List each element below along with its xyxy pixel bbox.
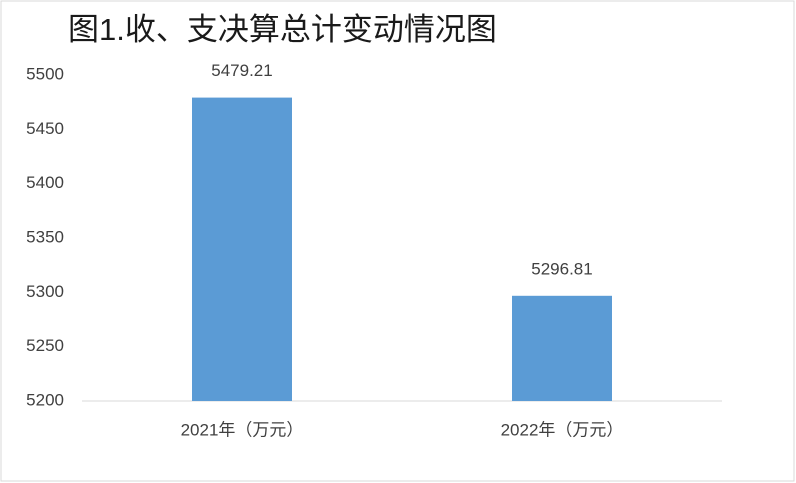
bar xyxy=(512,295,612,401)
chart-title: 图1.收、支决算总计变动情况图 xyxy=(68,12,497,47)
x-tick-label: 2022年（万元） xyxy=(501,420,624,439)
y-tick-label: 5450 xyxy=(26,119,64,138)
data-label: 5296.81 xyxy=(531,259,592,278)
bar xyxy=(192,97,292,401)
y-tick-label: 5250 xyxy=(26,336,64,355)
y-tick-label: 5200 xyxy=(26,390,64,409)
y-tick-label: 5400 xyxy=(26,173,64,192)
data-label: 5479.21 xyxy=(211,61,272,80)
y-tick-label: 5500 xyxy=(26,64,64,83)
y-tick-label: 5300 xyxy=(26,282,64,301)
x-tick-label: 2021年（万元） xyxy=(181,420,304,439)
y-tick-label: 5350 xyxy=(26,227,64,246)
